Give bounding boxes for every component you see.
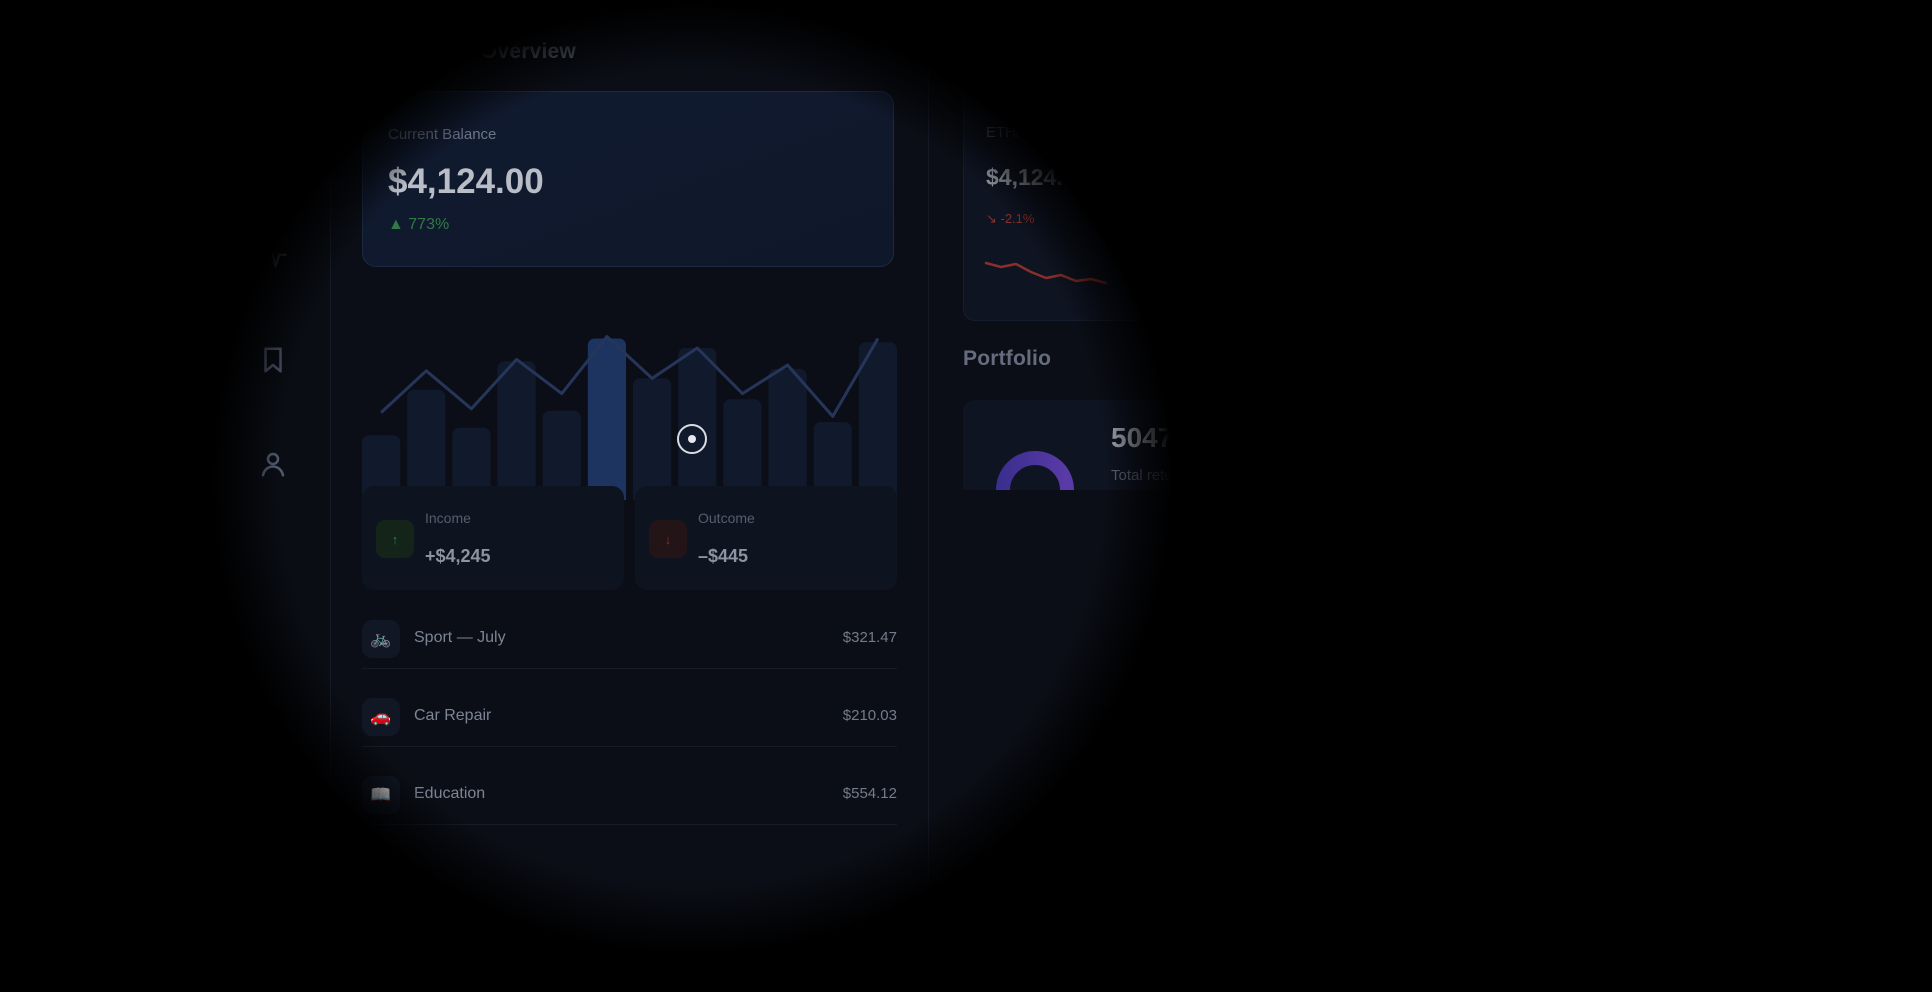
income-card[interactable]: ↑ Income +$4,245	[362, 486, 624, 590]
sparkline-path	[984, 261, 1108, 285]
transaction-name: Education	[414, 785, 486, 802]
chart-bar[interactable]	[768, 368, 807, 500]
transaction-row[interactable]: 🚗 Car Repair $210.03	[362, 686, 897, 747]
markets-title: Markets	[963, 40, 1044, 63]
market-card-eth-usd[interactable]: ETH/USD $4,124.00 ↘ -2.1%	[963, 91, 1203, 321]
arrow-down-icon: ↓	[649, 520, 687, 558]
chart-bar[interactable]	[407, 389, 446, 500]
transaction-name: Sport — July	[414, 629, 506, 646]
transaction-amount: $554.12	[842, 785, 897, 802]
portfolio-label: Total return	[1111, 467, 1187, 484]
overview-title: Investment Overview	[362, 40, 576, 63]
income-label: Income	[425, 510, 471, 526]
transaction-amount: $321.47	[842, 629, 897, 646]
portfolio-value: 5047%	[1111, 422, 1199, 453]
sidebar	[0, 0, 331, 992]
income-value: +$4,245	[425, 546, 491, 566]
chart-bar[interactable]	[587, 338, 626, 501]
arrow-up-icon: ↑	[376, 520, 414, 558]
activity-chart-svg	[362, 335, 897, 501]
bookmark-icon[interactable]	[257, 344, 289, 376]
book-icon: 📖	[362, 776, 400, 814]
cursor-indicator	[677, 424, 707, 454]
market-change: ↘ -2.1%	[986, 211, 1035, 226]
outcome-value: –$445	[698, 546, 749, 566]
activity-chart[interactable]	[362, 310, 897, 500]
portfolio-title: Portfolio	[963, 347, 1052, 370]
balance-amount: $4,124.00	[388, 162, 544, 201]
transaction-amount: $210.03	[842, 707, 897, 724]
market-sparkline	[984, 261, 1108, 285]
outcome-label: Outcome	[698, 510, 755, 526]
user-icon[interactable]	[257, 448, 289, 480]
chart-bar[interactable]	[633, 378, 672, 500]
bicycle-icon: 🚲	[362, 620, 400, 658]
activity-icon[interactable]	[257, 240, 289, 272]
chart-bar[interactable]	[497, 361, 536, 500]
column-divider	[928, 0, 929, 992]
transaction-row[interactable]: 📖 Education $554.12	[362, 764, 897, 825]
transaction-row[interactable]: 🚲 Sport — July $321.47	[362, 608, 897, 669]
menu-icon[interactable]	[257, 138, 289, 170]
chart-bar[interactable]	[858, 342, 897, 500]
chart-bar[interactable]	[723, 399, 762, 500]
market-pair: ETH/USD	[986, 124, 1052, 141]
outcome-card[interactable]: ↓ Outcome –$445	[635, 486, 897, 590]
market-price: $4,124.00	[986, 164, 1089, 190]
balance-label: Current Balance	[388, 126, 497, 143]
balance-card[interactable]: Current Balance $4,124.00 ▲ 773%	[362, 91, 894, 267]
car-icon: 🚗	[362, 698, 400, 736]
transaction-name: Car Repair	[414, 707, 492, 724]
balance-change: ▲ 773%	[388, 216, 450, 233]
